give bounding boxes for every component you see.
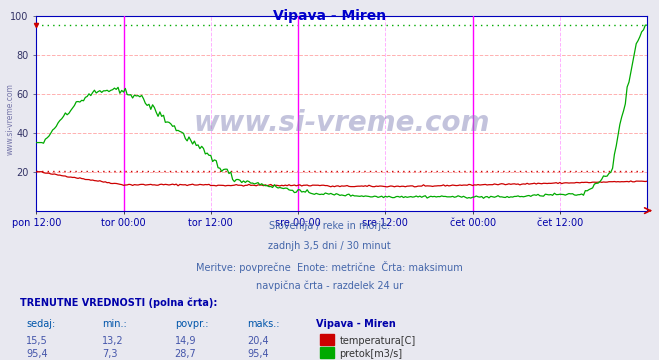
Text: www.si-vreme.com: www.si-vreme.com	[194, 109, 490, 137]
Text: TRENUTNE VREDNOSTI (polna črta):: TRENUTNE VREDNOSTI (polna črta):	[20, 297, 217, 307]
Text: www.si-vreme.com: www.si-vreme.com	[5, 83, 14, 155]
Text: 95,4: 95,4	[247, 349, 269, 359]
Text: zadnjh 3,5 dni / 30 minut: zadnjh 3,5 dni / 30 minut	[268, 241, 391, 251]
Text: pretok[m3/s]: pretok[m3/s]	[339, 349, 403, 359]
Text: Vipava - Miren: Vipava - Miren	[273, 9, 386, 23]
Text: 7,3: 7,3	[102, 349, 118, 359]
Text: sedaj:: sedaj:	[26, 319, 55, 329]
Text: povpr.:: povpr.:	[175, 319, 208, 329]
Text: 28,7: 28,7	[175, 349, 196, 359]
Text: 95,4: 95,4	[26, 349, 48, 359]
Text: Slovenija / reke in morje.: Slovenija / reke in morje.	[269, 221, 390, 231]
Text: 15,5: 15,5	[26, 336, 48, 346]
Text: min.:: min.:	[102, 319, 127, 329]
Text: Meritve: povprečne  Enote: metrične  Črta: maksimum: Meritve: povprečne Enote: metrične Črta:…	[196, 261, 463, 273]
Text: navpična črta - razdelek 24 ur: navpična črta - razdelek 24 ur	[256, 281, 403, 291]
Text: maks.:: maks.:	[247, 319, 279, 329]
Text: Vipava - Miren: Vipava - Miren	[316, 319, 396, 329]
Text: 20,4: 20,4	[247, 336, 269, 346]
Text: temperatura[C]: temperatura[C]	[339, 336, 416, 346]
Text: 14,9: 14,9	[175, 336, 196, 346]
Text: 13,2: 13,2	[102, 336, 124, 346]
